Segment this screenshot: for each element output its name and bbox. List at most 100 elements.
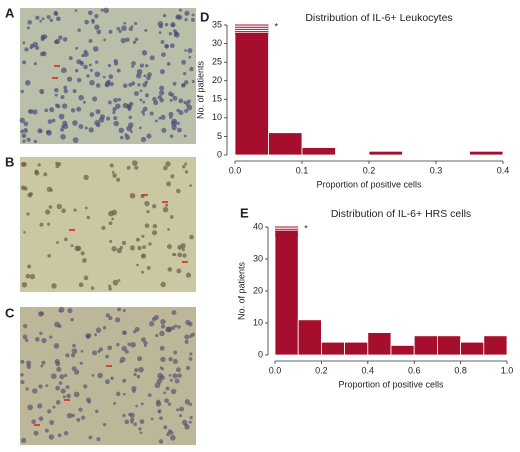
chart-title: Distribution of IL-6+ HRS cells	[331, 208, 471, 220]
cell	[63, 431, 69, 436]
cell	[92, 96, 98, 102]
x-tick-label: 0.2	[315, 365, 328, 375]
cell	[121, 240, 127, 246]
cell	[72, 120, 78, 126]
cell	[184, 162, 188, 166]
cell	[120, 37, 127, 44]
cell	[160, 40, 165, 44]
cell	[32, 388, 38, 394]
cell	[21, 133, 27, 139]
cell	[171, 23, 175, 28]
cell	[167, 429, 173, 434]
cell	[142, 106, 148, 112]
cell	[129, 192, 136, 199]
y-tick-label: 0	[217, 149, 222, 159]
cell	[44, 428, 49, 433]
cell	[177, 14, 183, 20]
bar	[413, 335, 438, 356]
cell	[84, 126, 88, 130]
x-tick-label: 0.6	[408, 365, 421, 375]
cell	[134, 21, 138, 26]
cell	[109, 82, 114, 87]
cell	[146, 133, 152, 139]
cell	[160, 281, 166, 288]
cell	[167, 267, 173, 272]
cell	[143, 74, 147, 78]
y-tick-label: 0	[258, 349, 263, 359]
cell	[155, 401, 162, 407]
y-tick-label: 40	[253, 221, 263, 231]
cell	[159, 416, 163, 421]
cell	[51, 283, 57, 289]
bar	[320, 341, 345, 356]
cell	[184, 339, 189, 344]
cell	[131, 61, 136, 66]
cell	[54, 93, 58, 97]
cell	[79, 361, 83, 365]
cell	[54, 87, 59, 93]
cell	[82, 258, 87, 263]
cell	[123, 331, 127, 335]
cell	[105, 379, 110, 385]
cell	[29, 273, 36, 280]
cell	[27, 109, 32, 114]
cell	[55, 400, 61, 405]
cell	[60, 388, 66, 394]
cell	[170, 174, 175, 179]
cell	[66, 76, 73, 82]
cell	[74, 9, 78, 12]
cell	[39, 331, 43, 336]
cell	[116, 342, 120, 347]
cell	[139, 89, 143, 93]
cell	[47, 222, 51, 226]
cell	[144, 28, 148, 32]
cell	[72, 343, 76, 348]
cell	[52, 405, 56, 409]
cell	[89, 80, 95, 86]
cell	[26, 26, 30, 30]
cell	[62, 37, 68, 42]
cell	[29, 46, 33, 50]
cell	[39, 222, 44, 227]
cell	[169, 215, 174, 219]
cell	[112, 110, 116, 115]
cell	[105, 354, 109, 359]
cell	[132, 389, 136, 393]
cell	[35, 46, 40, 50]
cell	[94, 71, 101, 78]
cell	[58, 309, 62, 313]
cell	[172, 358, 178, 364]
cell	[189, 352, 193, 356]
cell	[49, 420, 55, 425]
cell	[33, 430, 39, 436]
cell	[168, 111, 174, 117]
cell	[96, 29, 102, 35]
cell	[73, 369, 80, 375]
cell	[64, 237, 68, 242]
cell	[113, 402, 117, 406]
cell	[184, 10, 190, 16]
cell	[184, 399, 191, 405]
cell	[22, 334, 28, 340]
cell	[47, 409, 52, 414]
cell	[176, 121, 180, 125]
cell	[135, 237, 140, 242]
cell	[90, 286, 95, 290]
cell	[184, 334, 190, 340]
cell	[132, 40, 137, 44]
cell	[103, 7, 109, 14]
cell	[175, 367, 181, 373]
cell	[119, 135, 124, 140]
cell	[102, 75, 106, 79]
cell	[75, 46, 79, 50]
cell	[137, 83, 141, 87]
cell	[108, 287, 112, 291]
cell	[35, 15, 40, 20]
cell	[158, 116, 162, 120]
cell	[130, 130, 133, 134]
cell	[190, 17, 195, 22]
cell	[142, 245, 146, 249]
x-tick-label: 0.4	[362, 365, 375, 375]
x-tick-label: 0.8	[454, 365, 467, 375]
cell	[169, 115, 173, 120]
